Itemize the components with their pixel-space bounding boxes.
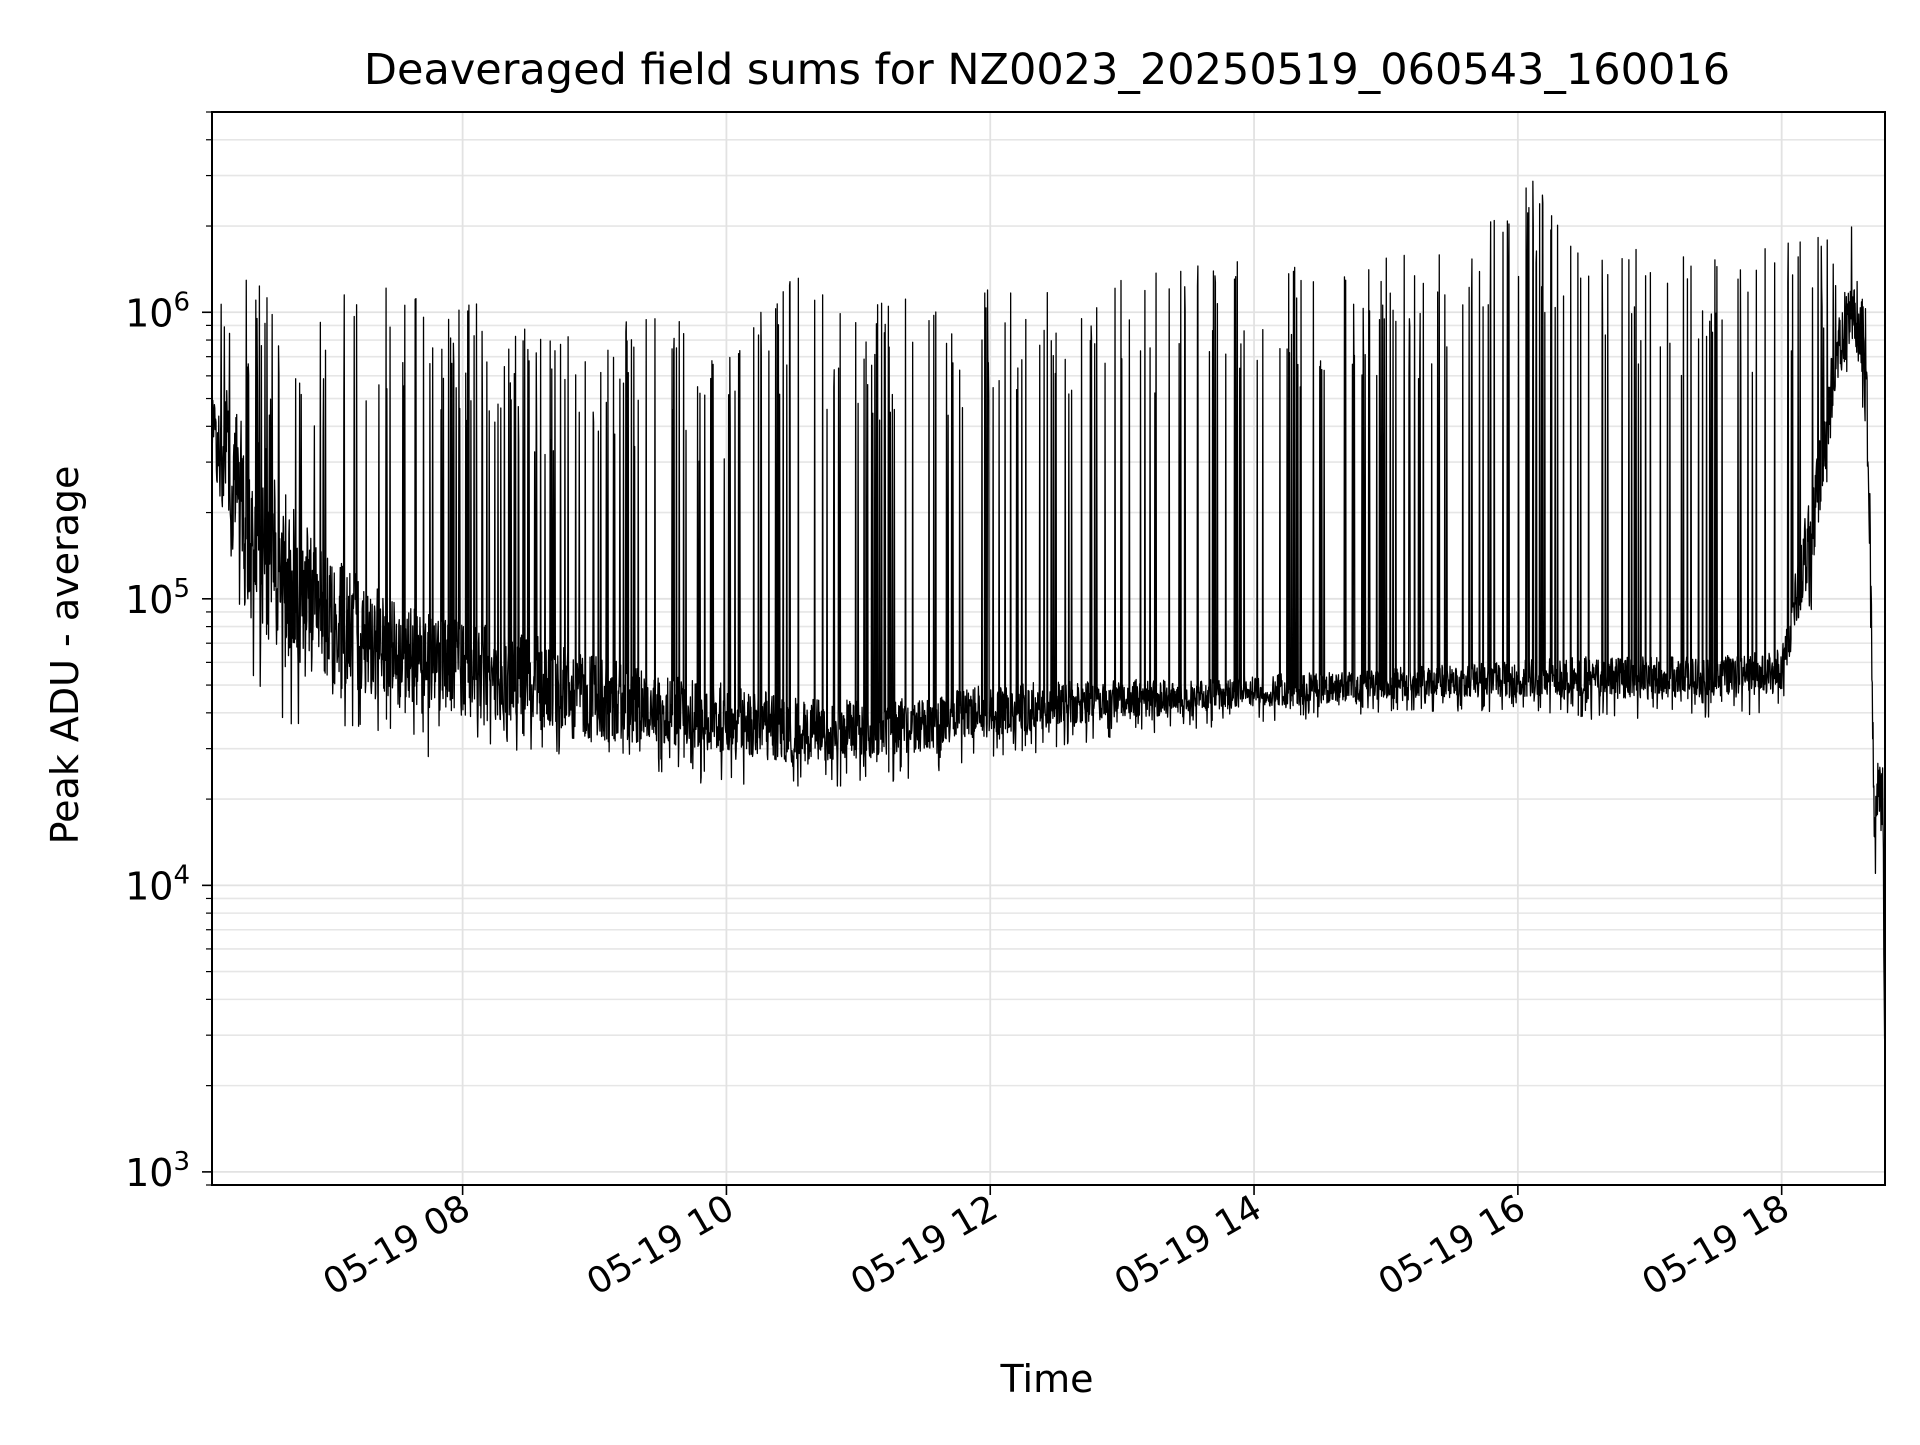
y-axis-title: Peak ADU - average [43, 466, 87, 845]
y-tick-label-base: 10 [125, 1151, 173, 1195]
y-tick-label: 105 [125, 574, 190, 622]
y-tick-label-exponent: 3 [173, 1147, 190, 1177]
series-layer [211, 180, 1886, 1040]
x-axis-title: Time [1000, 1357, 1094, 1401]
y-tick-label-exponent: 6 [173, 287, 190, 317]
grid-lines [212, 111, 1885, 1186]
y-tick-label-exponent: 4 [173, 860, 190, 890]
data-series-line [211, 180, 1886, 1040]
y-tick-label-exponent: 5 [173, 574, 190, 604]
y-tick-label: 106 [125, 287, 190, 335]
chart-title: Deaveraged field sums for NZ0023_2025051… [364, 45, 1730, 95]
y-tick-label-base: 10 [125, 291, 173, 335]
y-tick-label-base: 10 [125, 864, 173, 908]
y-tick-label-base: 10 [125, 578, 173, 622]
plot-area-frame [211, 111, 1886, 1186]
y-tick-label: 103 [125, 1147, 190, 1195]
y-tick-label: 104 [125, 860, 190, 908]
tick-marks [202, 111, 1783, 1195]
